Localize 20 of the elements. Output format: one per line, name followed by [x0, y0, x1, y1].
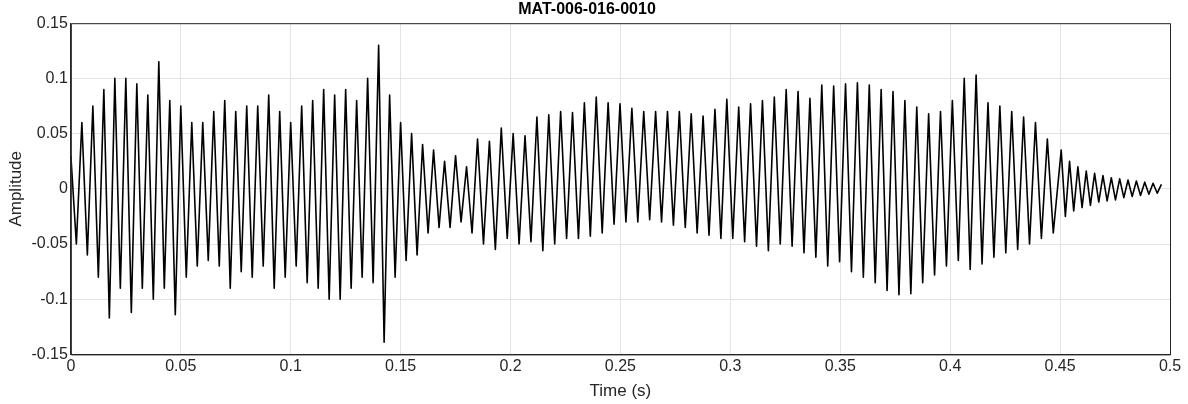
- x-tick-label: 0.25: [604, 357, 637, 375]
- x-tick-label: 0.35: [824, 357, 856, 375]
- x-tick-label: 0.45: [1044, 357, 1076, 375]
- y-tick-label: 0.1: [45, 68, 68, 86]
- y-tick-label: 0: [58, 179, 68, 197]
- x-tick-label: 0.2: [499, 357, 522, 375]
- x-axis-title: Time (s): [589, 381, 652, 401]
- y-tick-label: 0.15: [36, 13, 68, 31]
- x-tick-label: 0.5: [1158, 357, 1182, 375]
- x-tick-label: 0.15: [385, 357, 417, 375]
- x-tick-label: 0.1: [279, 357, 302, 375]
- y-tick-label: 0.05: [36, 124, 68, 142]
- x-tick-label: 0.05: [165, 357, 197, 375]
- x-tick-label: 0.4: [939, 357, 962, 375]
- y-tick-label: -0.1: [40, 289, 68, 307]
- y-axis-title: Amplitude: [5, 151, 25, 227]
- y-tick-label: -0.05: [31, 234, 68, 252]
- x-tick-label: 0.3: [719, 357, 742, 375]
- chart-title: MAT-006-016-0010: [518, 0, 656, 18]
- y-tick-label: -0.15: [31, 344, 68, 362]
